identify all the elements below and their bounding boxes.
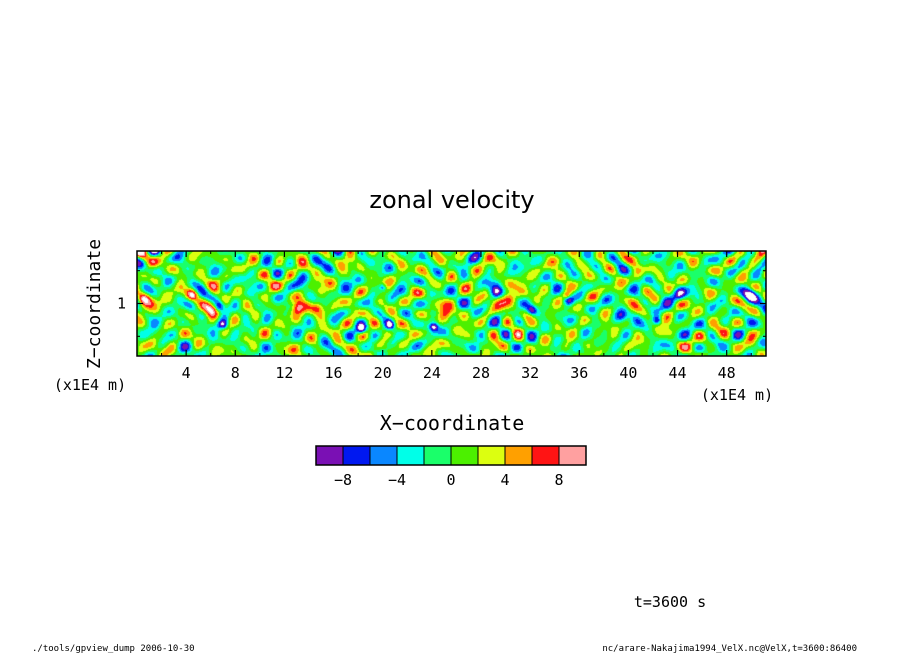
colorbar-tick-label: 0 (446, 471, 455, 489)
colorbar-tick-label: 4 (500, 471, 509, 489)
y-axis-label: Z−coordinate (84, 239, 105, 369)
colorbar-segment (315, 445, 344, 466)
chart-title: zonal velocity (369, 186, 534, 214)
colorbar-segment (342, 445, 371, 466)
colorbar-segment (396, 445, 425, 466)
x-tick-label: 36 (570, 364, 588, 382)
x-tick-label: 48 (718, 364, 736, 382)
footer-right: nc/arare-Nakajima1994_VelX.nc@VelX,t=360… (602, 644, 857, 654)
x-tick-label: 40 (619, 364, 637, 382)
footer-left: ./tools/gpview_dump 2006-10-30 (32, 644, 195, 654)
x-tick-label: 28 (472, 364, 490, 382)
colorbar-tick-label: −8 (334, 471, 352, 489)
colorbar-segment (558, 445, 587, 466)
x-tick-label: 12 (275, 364, 293, 382)
x-tick-label: 24 (423, 364, 441, 382)
colorbar-segment (369, 445, 398, 466)
x-tick-label: 16 (325, 364, 343, 382)
x-tick-label: 32 (521, 364, 539, 382)
colorbar-tick-label: −4 (388, 471, 406, 489)
velocity-field-image (137, 251, 766, 356)
y-axis-unit: (x1E4 m) (54, 376, 126, 394)
y-tick-label: 1 (117, 295, 126, 313)
colorbar-segment (450, 445, 479, 466)
x-axis-unit: (x1E4 m) (701, 386, 773, 404)
velocity-field (137, 251, 766, 356)
x-axis-label: X−coordinate (380, 411, 525, 435)
colorbar-frame (315, 445, 587, 466)
colorbar-segment (531, 445, 560, 466)
colorbar (315, 445, 587, 466)
colorbar-tick-label: 8 (554, 471, 563, 489)
colorbar-ticks: −8 −4 0 4 8 (334, 471, 564, 489)
x-tick-label: 20 (374, 364, 392, 382)
x-axis-ticks: 4 8 12 16 20 24 28 32 36 40 44 48 (161, 251, 752, 382)
colorbar-segment (477, 445, 506, 466)
x-tick-label: 4 (182, 364, 191, 382)
x-tick-label: 8 (231, 364, 240, 382)
time-label: t=3600 s (634, 593, 706, 611)
colorbar-segment (423, 445, 452, 466)
x-tick-label: 44 (669, 364, 687, 382)
colorbar-segment (504, 445, 533, 466)
y-axis-ticks: 1 (117, 270, 766, 337)
